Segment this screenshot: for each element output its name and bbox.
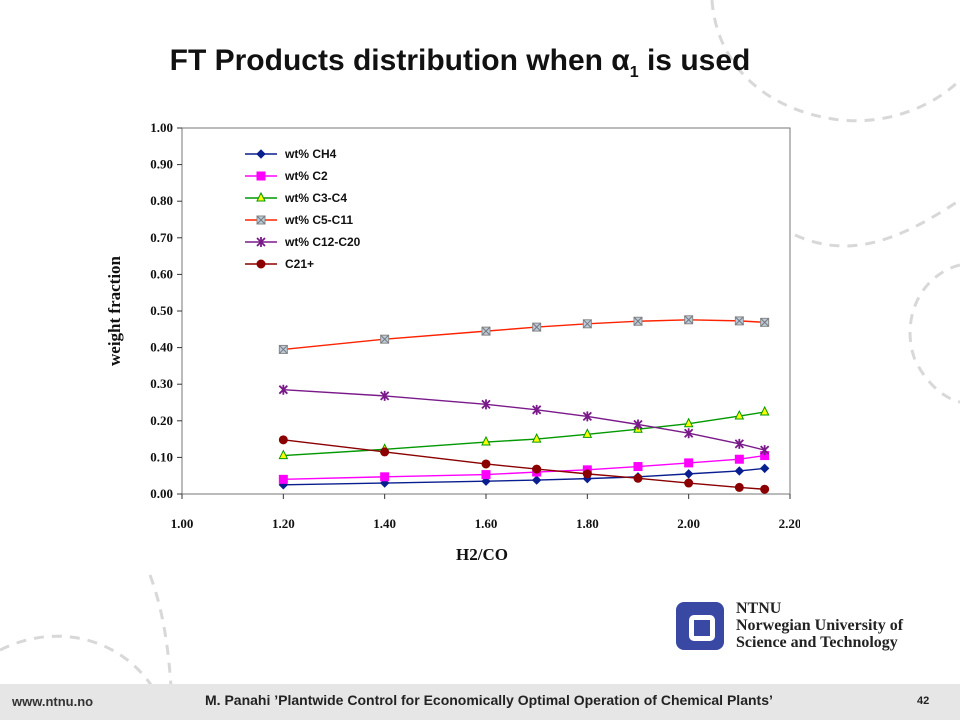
data-point [683,469,694,479]
data-point [481,435,491,446]
ntnu-logo-icon [676,602,724,650]
data-point [481,326,491,336]
legend-marker [256,191,266,202]
data-point [734,409,745,420]
data-point [633,473,643,483]
logo-line-2: Norwegian University of [736,617,904,634]
legend-marker [256,171,266,181]
legend-label: wt% C3-C4 [284,191,347,205]
data-point [481,470,491,480]
page-number: 42 [917,695,930,707]
ntnu-logo-text: NTNU Norwegian University of Science and… [736,600,903,651]
y-tick-label: 0.70 [150,230,173,245]
data-point [683,417,694,428]
x-axis-title: H2/CO [456,545,508,564]
x-tick-label: 1.80 [576,516,599,531]
y-tick-label: 0.40 [150,340,173,355]
data-point [481,476,491,486]
legend-label: C21+ [285,257,314,271]
y-tick-label: 1.00 [150,120,173,135]
data-point [760,484,770,494]
x-tick-label: 1.40 [373,516,396,531]
data-point [582,469,592,479]
data-point [684,428,694,439]
legend-label: wt% CH4 [284,147,337,161]
data-point [531,475,542,485]
y-tick-label: 0.00 [150,486,173,501]
x-tick-label: 2.20 [779,516,800,531]
data-point [481,459,491,469]
legend-label: wt% C5-C11 [284,213,353,227]
data-point [582,428,593,438]
data-point [278,474,288,484]
x-tick-label: 1.00 [171,516,194,531]
data-point [633,462,643,472]
data-point [684,458,694,468]
y-tick-label: 0.90 [150,157,173,172]
legend-label: wt% C12-C20 [284,235,361,249]
footer-url[interactable]: www.ntnu.no [12,694,94,709]
data-point [532,322,542,332]
data-point [734,316,744,326]
line-chart: 0.00 0.10 0.20 0.30 0.40 0.50 0.60 0.70 0.80 0.90… [105,120,800,564]
logo-line-1: NTNU [736,600,782,617]
data-point [582,319,592,329]
data-point [532,404,542,415]
legend-marker [256,259,266,269]
data-point [684,315,694,325]
data-point [380,472,390,482]
ntnu-logo: NTNU Norwegian University of Science and… [676,600,936,660]
data-point [734,454,744,464]
x-tick-label: 1.60 [475,516,498,531]
y-tick-label: 0.50 [150,303,173,318]
slide-title: FT Products distribution when α1 is used [169,44,751,81]
data-point [278,344,288,354]
y-tick-label: 0.80 [150,193,173,208]
logo-line-3: Science and Technology [736,634,898,651]
data-point [380,334,390,344]
data-point [734,482,744,492]
legend-label: wt% C2 [284,169,328,183]
y-axis-title: weight fraction [105,255,124,366]
data-point [633,419,643,430]
data-point [759,405,770,416]
footer-citation: M. Panahi ’Plantwide Control for Economi… [205,692,773,708]
legend-marker [256,149,266,159]
data-point [760,445,770,456]
data-point [734,438,744,449]
data-point [531,432,542,443]
data-point [278,384,288,395]
y-tick-label: 0.60 [150,266,173,281]
slide-footer: www.ntnu.no M. Panahi ’Plantwide Control… [0,684,960,720]
data-point [734,466,745,476]
data-point [759,463,770,474]
x-tick-label: 2.00 [677,516,700,531]
data-point [760,317,770,327]
y-tick-label: 0.10 [150,449,173,464]
data-point [633,316,643,326]
data-point [278,435,288,445]
x-tick-label: 1.20 [272,516,295,531]
legend-marker [256,237,266,247]
y-tick-label: 0.30 [150,376,173,391]
data-point [684,478,694,488]
data-point [380,447,390,457]
data-point [582,411,592,422]
data-point [532,464,542,474]
data-point [278,449,289,460]
data-point [481,399,491,410]
data-point [380,390,390,401]
y-tick-label: 0.20 [150,413,173,428]
legend-marker [256,215,266,225]
